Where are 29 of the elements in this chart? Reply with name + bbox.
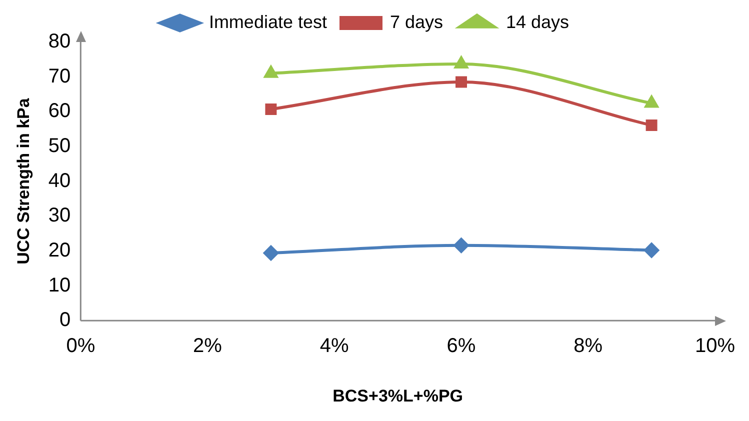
legend-label: 14 days: [506, 12, 570, 32]
x-tick-label: 4%: [320, 335, 350, 358]
y-tick-label: 80: [48, 30, 71, 53]
x-axis-title: BCS+3%L+%PG: [332, 386, 464, 406]
point: [644, 242, 660, 258]
point: [646, 119, 658, 131]
point: [263, 246, 278, 261]
y-axis-title: UCC Strength in kPa: [14, 98, 33, 264]
x-tick-label: 6%: [446, 335, 476, 358]
legend-label: 7 days: [390, 12, 444, 32]
y-tick-label: 50: [48, 134, 71, 157]
point: [264, 66, 278, 78]
point: [454, 56, 468, 68]
x-tick-label: 10%: [694, 335, 736, 358]
x-tick-label: 2%: [193, 335, 222, 358]
x-tick-label: 8%: [574, 335, 603, 358]
x-tick-label: 0%: [66, 335, 96, 358]
y-tick-label: 10: [48, 274, 71, 296]
point: [265, 103, 277, 115]
y-tick-label: 60: [48, 100, 71, 122]
point: [644, 96, 658, 108]
y-tick-label: 40: [48, 170, 71, 192]
y-tick-label: 30: [48, 204, 71, 227]
y-tick-label: 0: [60, 309, 71, 332]
point: [456, 76, 467, 88]
y-tick-label: 70: [48, 65, 71, 88]
legend-label: Immediate test: [208, 12, 327, 32]
y-tick-label: 20: [48, 239, 71, 262]
point: [454, 238, 469, 253]
